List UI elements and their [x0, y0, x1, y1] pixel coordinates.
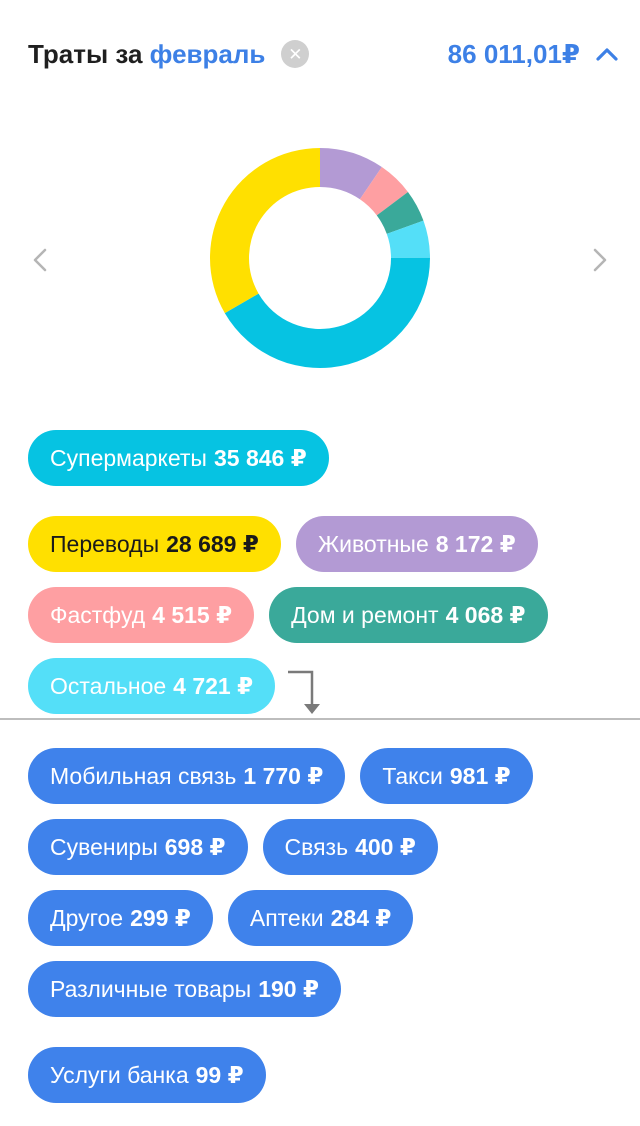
chip-amount: 190 ₽: [258, 975, 319, 1002]
chip-amount: 99 ₽: [195, 1061, 244, 1088]
expand-arrow-icon: [286, 666, 336, 723]
subcategory-chip-souvenirs[interactable]: Сувениры 698 ₽: [28, 819, 248, 875]
chip-amount: 981 ₽: [449, 762, 511, 789]
category-chip-animals[interactable]: Животные 8 172 ₽: [295, 516, 538, 572]
chip-amount: 8 172 ₽: [435, 530, 516, 557]
chip-amount: 284 ₽: [330, 904, 392, 931]
subcategory-chip-various-goods[interactable]: Различные товары 190 ₽: [28, 961, 341, 1017]
category-chip-other[interactable]: Остальное 4 721 ₽: [28, 658, 276, 714]
divider: [0, 718, 640, 720]
chip-label: Различные товары: [50, 975, 252, 1002]
chip-label: Сувениры: [50, 833, 158, 860]
chip-amount: 35 846 ₽: [213, 444, 307, 471]
total-value: 86 011,01₽: [447, 38, 580, 69]
chip-label: Переводы: [50, 530, 160, 557]
category-chip-transfers[interactable]: Переводы 28 689 ₽: [28, 516, 281, 572]
slice-animals[interactable]: [320, 148, 382, 200]
slice-transfers[interactable]: [210, 148, 320, 314]
chip-amount: 4 721 ₽: [173, 672, 254, 699]
chart-area: [0, 130, 640, 390]
category-chip-home-repair[interactable]: Дом и ремонт 4 068 ₽: [269, 587, 548, 643]
total-amount[interactable]: 86 011,01₽: [448, 39, 618, 70]
close-icon[interactable]: ✕: [281, 40, 310, 68]
slice-home-repair[interactable]: [376, 191, 424, 234]
chip-amount: 698 ₽: [164, 833, 226, 860]
page-title: Траты за февраль: [28, 39, 265, 70]
donut-chart[interactable]: [200, 138, 440, 378]
slice-other[interactable]: [386, 220, 430, 258]
chip-amount: 4 068 ₽: [445, 601, 526, 628]
chip-amount: 299 ₽: [130, 904, 191, 931]
chip-amount: 1 770 ₽: [243, 762, 324, 789]
chip-label: Аптеки: [249, 904, 324, 931]
chip-label: Фастфуд: [50, 601, 146, 628]
category-chips: Супермаркеты 35 846 ₽ Переводы 28 689 ₽ …: [28, 430, 630, 714]
category-chip-fastfood[interactable]: Фастфуд 4 515 ₽: [28, 587, 255, 643]
category-chip-supermarkets[interactable]: Супермаркеты 35 846 ₽: [28, 430, 329, 486]
chip-label: Остальное: [50, 672, 167, 699]
chevron-left-icon[interactable]: [28, 242, 52, 278]
chip-label: Связь: [284, 833, 349, 860]
month-selector[interactable]: февраль: [149, 38, 266, 69]
chip-label: Животные: [317, 530, 429, 557]
chip-amount: 28 689 ₽: [166, 530, 259, 557]
subcategory-chip-communication[interactable]: Связь 400 ₽: [262, 819, 438, 875]
chip-label: Супермаркеты: [50, 444, 207, 471]
chip-label: Услуги банка: [50, 1061, 189, 1088]
chip-label: Мобильная связь: [50, 762, 237, 789]
subcategory-chip-misc[interactable]: Другое 299 ₽: [28, 890, 213, 946]
chip-amount: 400 ₽: [355, 833, 416, 860]
title-prefix: Траты за: [28, 38, 143, 69]
subcategory-chip-mobile[interactable]: Мобильная связь 1 770 ₽: [28, 748, 346, 804]
chip-label: Такси: [382, 762, 443, 789]
chevron-up-icon[interactable]: [596, 47, 618, 61]
other-category-chips: Мобильная связь 1 770 ₽ Такси 981 ₽ Суве…: [28, 748, 630, 1103]
slice-fastfood[interactable]: [359, 167, 408, 216]
chevron-right-icon[interactable]: [588, 242, 612, 278]
subcategory-chip-taxi[interactable]: Такси 981 ₽: [360, 748, 533, 804]
subcategory-chip-pharmacies[interactable]: Аптеки 284 ₽: [227, 890, 414, 946]
subcategory-chip-bank-services[interactable]: Услуги банка 99 ₽: [28, 1047, 266, 1103]
slice-supermarkets[interactable]: [224, 257, 430, 368]
header: Траты за февраль ✕ 86 011,01₽: [28, 30, 618, 78]
chip-label: Дом и ремонт: [291, 601, 439, 628]
chip-amount: 4 515 ₽: [152, 601, 233, 628]
chip-label: Другое: [50, 904, 124, 931]
